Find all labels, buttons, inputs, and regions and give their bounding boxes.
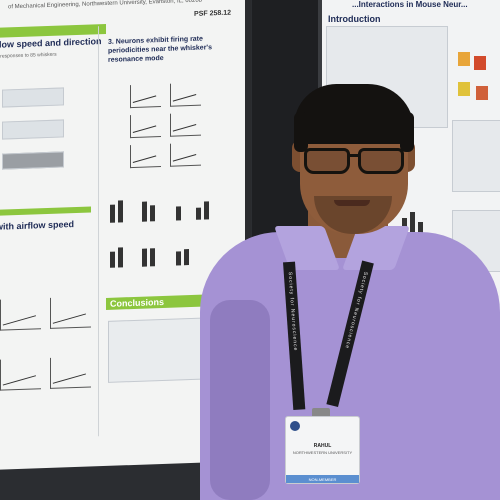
heatmap-figure [458,82,470,96]
smile [334,200,370,206]
name-badge: RAHUL NORTHWESTERN UNIVERSITY NON-MEMBER [285,416,360,484]
glasses [302,148,406,174]
badge-role: NON-MEMBER [308,477,337,482]
glasses-bridge [347,154,360,157]
hair-side [400,112,414,152]
glasses-lens-right [358,148,404,174]
poster-title: ...Interactions in Mouse Neur... [352,0,468,9]
hair-side [294,112,308,152]
heatmap-figure [458,52,470,66]
heatmap-figure [476,86,488,100]
section-title-intro: Introduction [328,14,381,24]
badge-name: RAHUL [313,443,332,449]
badge-stripe: NON-MEMBER [286,475,359,483]
plot-panel [452,120,500,192]
badge-clip [312,408,330,418]
badge-affiliation: NORTHWESTERN UNIVERSITY [292,450,353,455]
badge-logo-icon [290,421,300,431]
shirt-shadow [210,300,270,500]
heatmap-figure [474,56,486,70]
glasses-lens-left [304,148,350,174]
lanyard-text: Society for Neuroscience [286,271,299,352]
hair [294,84,414,144]
